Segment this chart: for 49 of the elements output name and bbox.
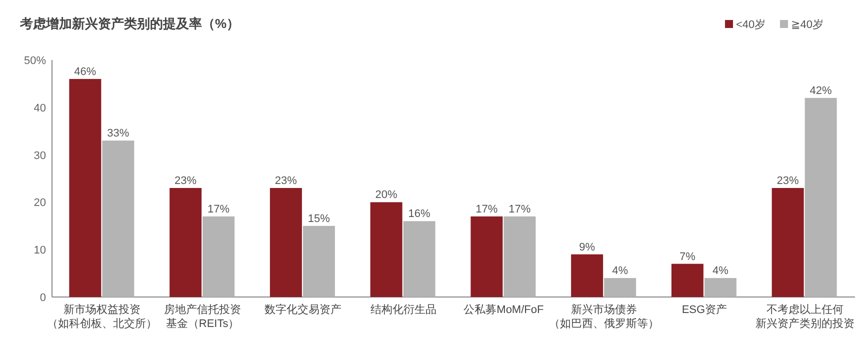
bar [370,202,402,297]
bar [403,221,436,297]
bar [102,140,134,297]
y-tick-label: 40 [34,102,46,114]
bar [772,188,804,297]
data-label: 23% [174,174,197,187]
legend-label: <40岁 [736,19,766,31]
data-label: 23% [776,174,800,187]
x-tick-label: 新兴市场债券（如巴西、俄罗斯等） [549,303,660,330]
data-label: 23% [274,174,298,187]
data-label: 17% [208,203,230,216]
x-tick-label: 新市场权益投资（如科创板、北交所） [47,303,158,330]
y-tick-label: 10 [34,244,46,257]
x-tick-label: 不考虑以上任何新兴资产类别的投资 [755,303,854,330]
y-tick-label: 30 [34,150,46,162]
bar [270,188,302,297]
x-tick-label: 公私募MoM/FoF [464,303,544,316]
bar [470,216,503,297]
y-tick-label: 50% [24,55,46,67]
y-tick-label: 0 [40,292,46,304]
data-label: 4% [712,265,729,278]
bar [804,98,837,297]
data-label: 46% [74,66,96,78]
bar [302,226,335,297]
bar [604,278,636,297]
data-label: 17% [476,203,498,216]
x-tick-label: 房地产信托投资基金（REITs） [164,303,242,330]
data-label: 42% [810,84,832,97]
bar [202,216,235,297]
y-tick-label: 20 [34,197,46,210]
bar [671,264,704,297]
bar [170,188,202,297]
data-label: 17% [508,203,531,216]
x-tick-label: 数字化交易资产 [264,303,342,316]
chart-title: 考虑增加新兴资产类别的提及率（%） [19,16,240,31]
data-label: 4% [612,265,628,278]
data-label: 20% [375,189,398,202]
bar [704,278,736,297]
bar [571,254,604,297]
x-tick-label: 结构化衍生品 [370,303,436,316]
data-label: 15% [308,212,330,225]
legend-label: ≧40岁 [791,19,824,31]
data-label: 16% [408,208,431,220]
x-tick-label: ESG资产 [682,303,728,316]
bar [504,216,536,297]
data-label: 33% [107,128,130,140]
bar [69,78,102,297]
data-label: 7% [679,250,696,263]
data-label: 9% [579,241,596,254]
